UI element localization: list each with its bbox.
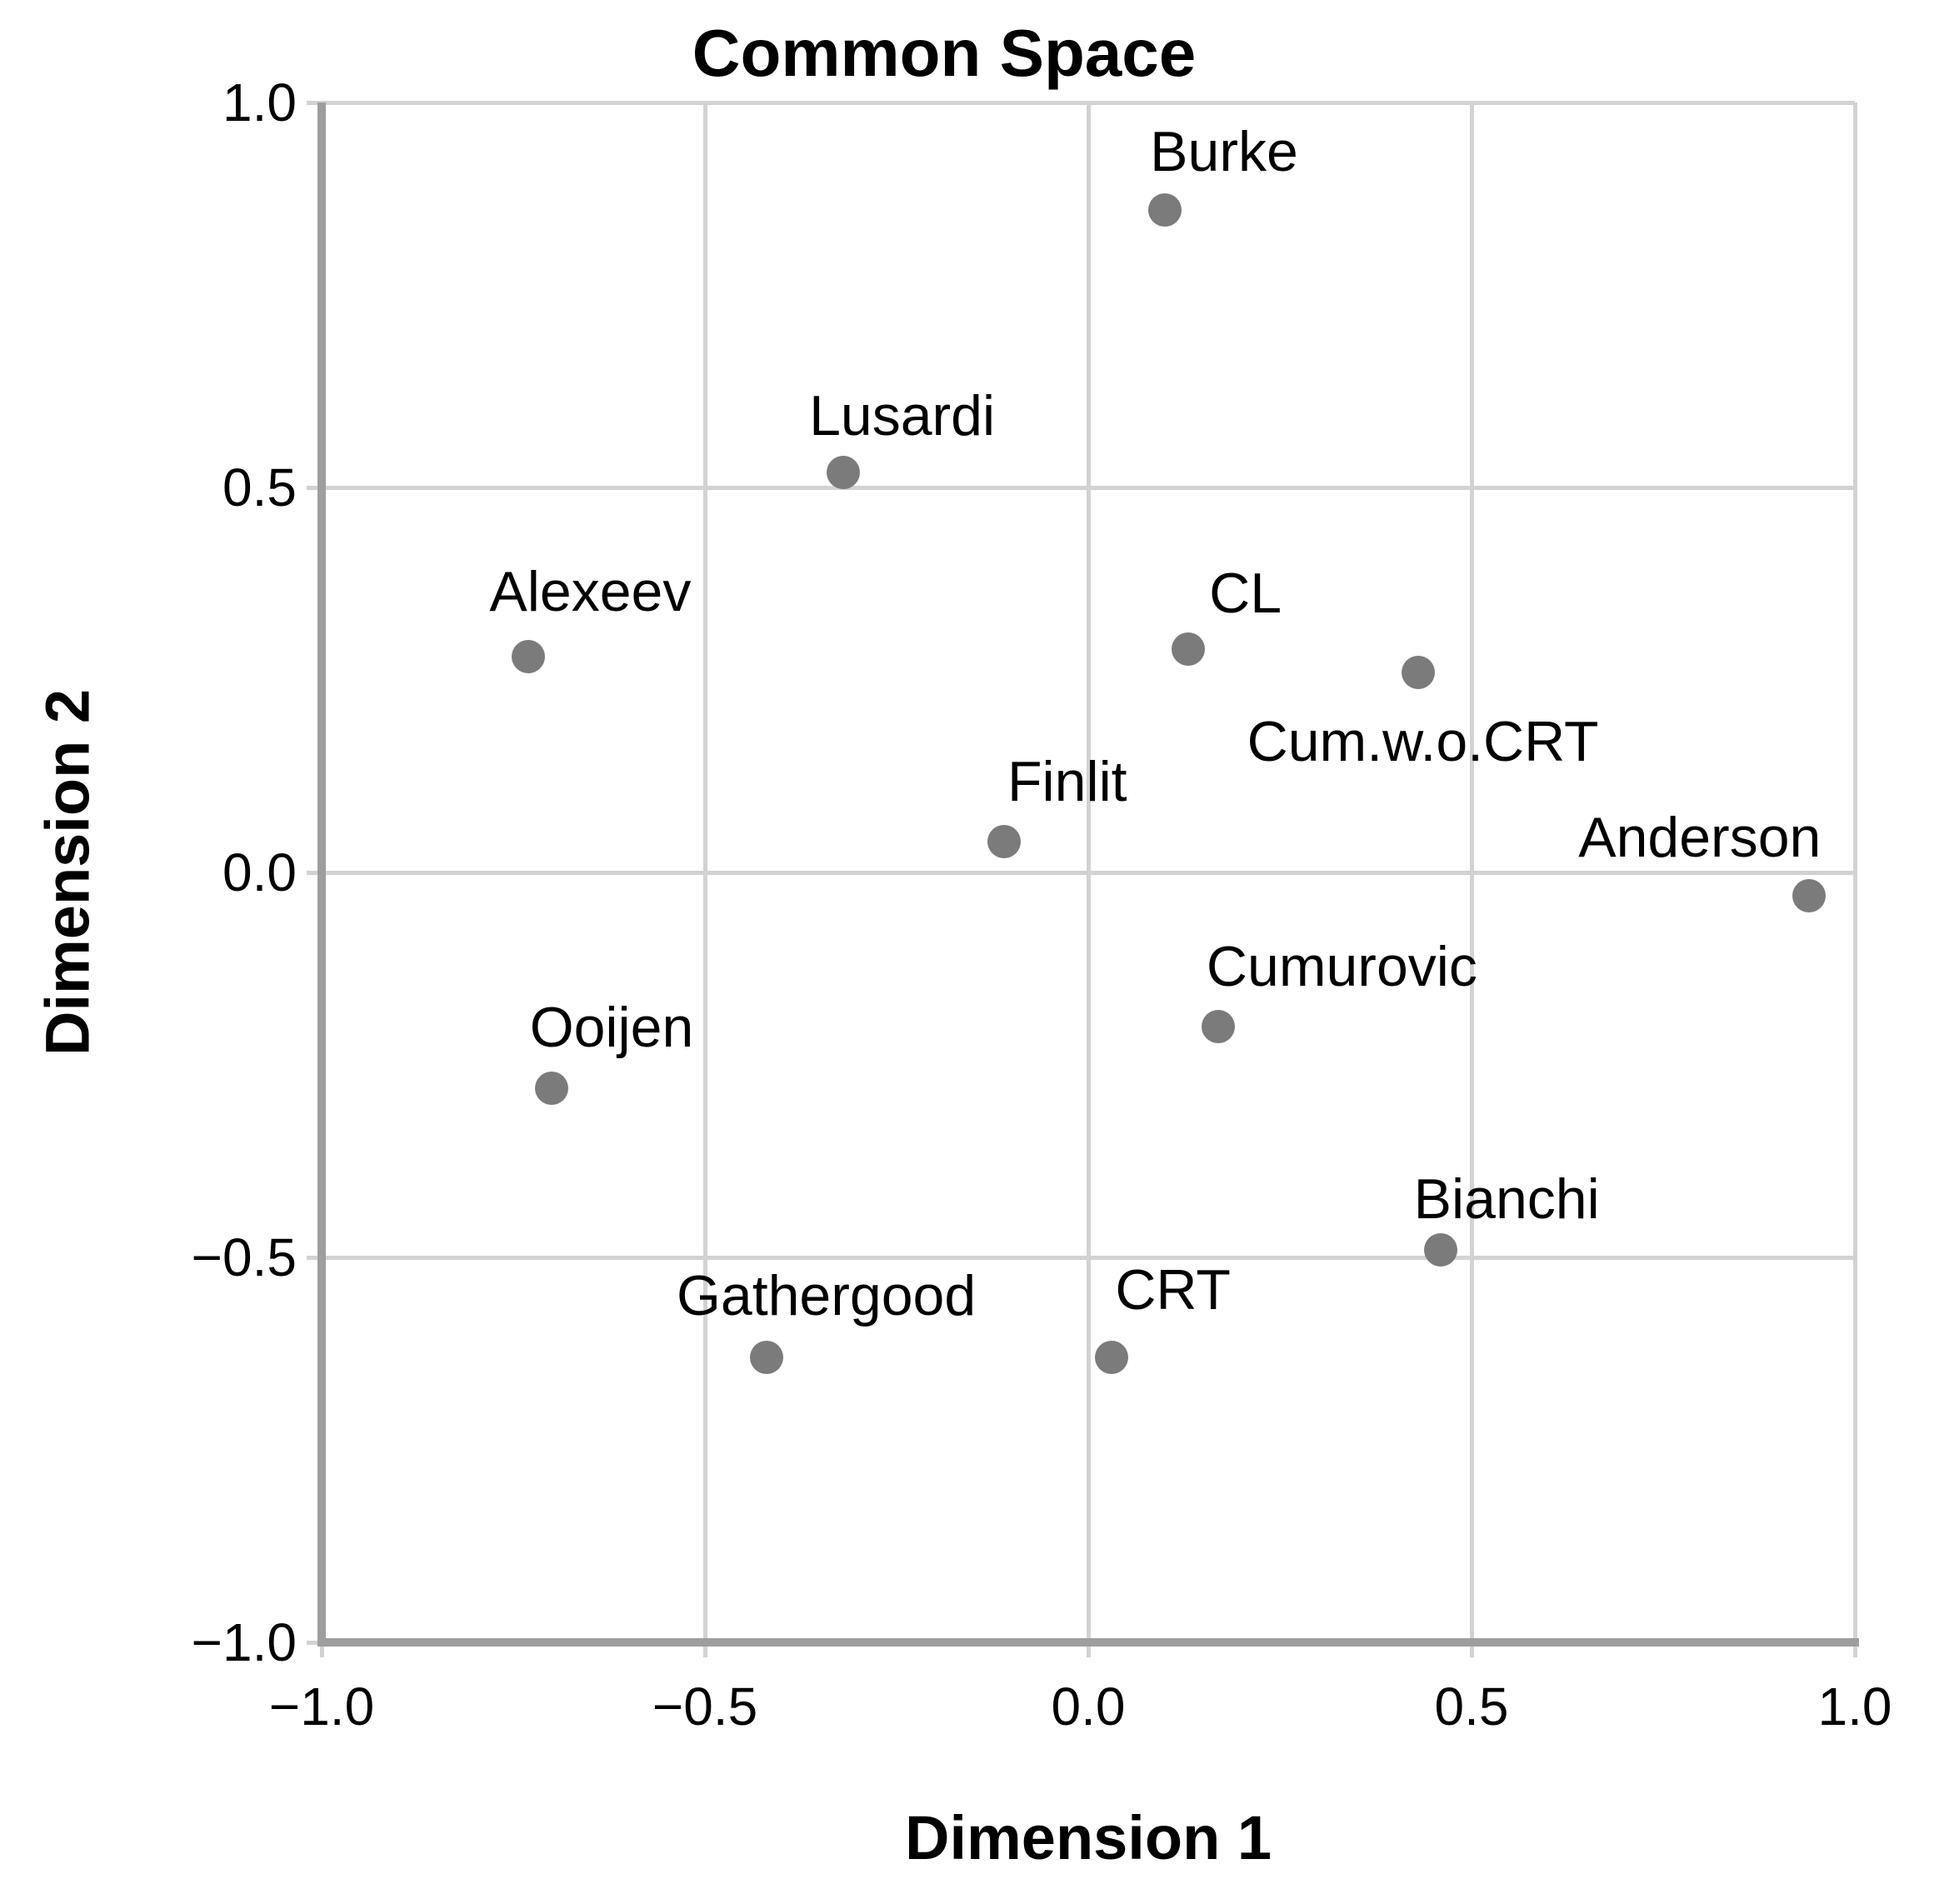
data-point-label: Ooijen bbox=[529, 995, 694, 1059]
x-tick-label: 0.5 bbox=[1434, 1677, 1509, 1737]
y-axis-line bbox=[317, 102, 326, 1647]
data-point-label: Anderson bbox=[1578, 805, 1822, 869]
y-tick-mark bbox=[307, 870, 322, 875]
data-point[interactable] bbox=[749, 1341, 783, 1375]
data-point-label: Cumurovic bbox=[1206, 934, 1477, 998]
x-tick-mark bbox=[319, 1642, 324, 1657]
data-point-label: CRT bbox=[1115, 1258, 1231, 1322]
data-point-label: Burke bbox=[1150, 120, 1298, 184]
data-point[interactable] bbox=[535, 1071, 568, 1105]
y-tick-label: 1.0 bbox=[222, 72, 297, 132]
data-point[interactable] bbox=[987, 825, 1021, 859]
data-point-label: Cum.w.o.CRT bbox=[1247, 709, 1599, 773]
data-point[interactable] bbox=[512, 640, 546, 674]
x-axis-line bbox=[317, 1638, 1859, 1647]
horizontal-gridline bbox=[322, 100, 1855, 105]
data-point-label: Bianchi bbox=[1413, 1167, 1600, 1231]
data-point-label: Gathergood bbox=[677, 1264, 977, 1328]
x-tick-mark bbox=[1469, 1642, 1474, 1657]
data-point[interactable] bbox=[1094, 1341, 1128, 1375]
data-point[interactable] bbox=[1792, 878, 1826, 912]
y-tick-label: 0.0 bbox=[222, 842, 297, 902]
x-tick-mark bbox=[1852, 1642, 1857, 1657]
y-tick-mark bbox=[307, 485, 322, 490]
y-tick-mark bbox=[307, 1255, 322, 1260]
y-axis-title: Dimension 2 bbox=[32, 689, 102, 1056]
data-point-label: Finlit bbox=[1007, 750, 1127, 814]
y-tick-mark bbox=[307, 100, 322, 105]
vertical-gridline bbox=[1852, 102, 1857, 1642]
horizontal-gridline bbox=[322, 1255, 1855, 1260]
data-point[interactable] bbox=[1401, 655, 1435, 689]
x-tick-mark bbox=[1086, 1642, 1091, 1657]
data-point-label: CL bbox=[1209, 562, 1282, 626]
x-tick-label: 1.0 bbox=[1817, 1677, 1892, 1737]
horizontal-gridline bbox=[322, 870, 1855, 875]
y-tick-label: 0.5 bbox=[222, 457, 297, 517]
data-point[interactable] bbox=[826, 455, 860, 489]
data-point[interactable] bbox=[1171, 632, 1205, 667]
data-point[interactable] bbox=[1424, 1232, 1458, 1267]
horizontal-gridline bbox=[322, 485, 1855, 490]
x-tick-label: −0.5 bbox=[652, 1677, 758, 1737]
data-point[interactable] bbox=[1202, 1009, 1236, 1043]
x-axis-title: Dimension 1 bbox=[905, 1803, 1272, 1872]
y-tick-label: −0.5 bbox=[191, 1227, 297, 1287]
data-point-label: Alexeev bbox=[489, 560, 692, 624]
data-point[interactable] bbox=[1148, 193, 1182, 227]
data-point-label: Lusardi bbox=[809, 383, 996, 447]
x-tick-label: 0.0 bbox=[1051, 1677, 1126, 1737]
y-tick-label: −1.0 bbox=[191, 1612, 297, 1672]
y-tick-mark bbox=[307, 1640, 322, 1645]
x-tick-label: −1.0 bbox=[268, 1677, 375, 1737]
x-tick-mark bbox=[702, 1642, 707, 1657]
chart-title: Common Space bbox=[692, 16, 1197, 90]
